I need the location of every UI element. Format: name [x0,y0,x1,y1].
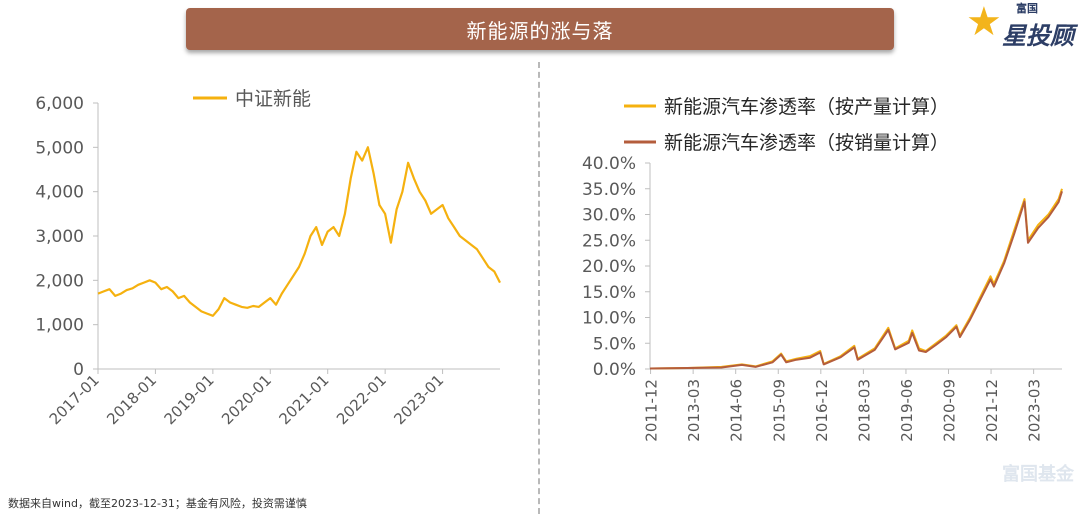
y-tick-label: 25.0% [582,231,636,251]
series-line-sales [649,190,1063,370]
y-tick-label: 0.0% [593,360,636,380]
star-icon: ★ [966,0,1002,45]
y-tick-label: 20.0% [582,257,636,277]
x-tick-label: 2016-12 [813,379,831,442]
y-tick-label: 35.0% [582,180,636,200]
x-tick-label: 2023-03 [1026,379,1044,442]
y-tick-label: 10.0% [582,309,636,329]
y-tick-label: 6,000 [35,94,84,114]
footer-note: 数据来自wind，截至2023-12-31；基金有风险，投资需谨慎 [8,497,307,510]
x-tick-label: 2015-09 [770,379,788,442]
x-tick-label: 2011-12 [643,379,661,442]
logo-big-text: 星投顾 [1002,22,1074,50]
legend-label: 中证新能 [235,88,311,110]
series-line-zhongzheng-xinneng [97,146,501,317]
y-tick-label: 4,000 [35,183,84,203]
y-tick-label: 30.0% [582,206,636,226]
y-tick-label: 0 [73,360,84,380]
legend-label: 新能源汽车渗透率（按产量计算） [664,96,949,118]
y-tick-label: 40.0% [582,154,636,174]
watermark: 富国基金 [1002,464,1074,485]
x-tick-label: 2013-03 [685,379,703,442]
brand-logo: ★ 富国 星投顾 [966,0,1076,52]
x-tick-label: 2019-06 [898,379,916,442]
y-tick-label: 15.0% [582,283,636,303]
x-tick-label: 2021-12 [983,379,1001,442]
y-tick-label: 5,000 [35,138,84,158]
logo-small-text: 富国 [1016,2,1038,15]
x-tick-label: 2020-09 [941,379,959,442]
page-title: 新能源的涨与落 [186,8,894,50]
x-tick-label: 2014-06 [728,379,746,442]
series-line-production [649,188,1063,370]
x-tick-label: 2018-03 [855,379,873,442]
y-tick-label: 1,000 [35,316,84,336]
y-tick-label: 3,000 [35,227,84,247]
y-tick-label: 2,000 [35,271,84,291]
y-tick-label: 5.0% [593,334,636,354]
divider [538,62,540,514]
legend-label: 新能源汽车渗透率（按销量计算） [664,132,949,154]
chart-right: 0.0% 5.0% 10.0% 15.0% 20.0% 25.0% 30.0% 35.0% 40… [582,96,1063,442]
